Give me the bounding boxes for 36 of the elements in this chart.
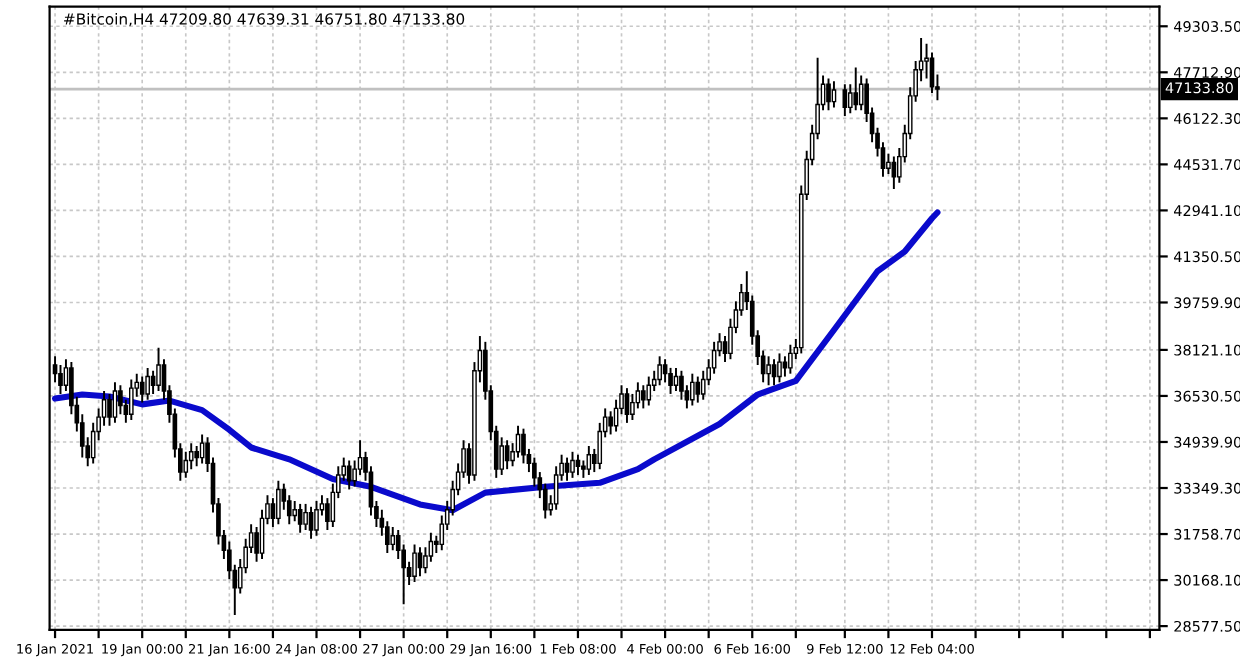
candlestick (690, 372, 695, 407)
candlestick (156, 346, 161, 393)
candlestick (58, 364, 63, 395)
candlestick (325, 497, 330, 531)
candlestick (107, 392, 112, 427)
candlestick (679, 369, 684, 401)
candlestick (788, 343, 793, 375)
candlestick (657, 355, 662, 387)
candlestick (777, 352, 782, 384)
candlestick (826, 77, 831, 112)
candlestick (118, 384, 123, 416)
candlestick (183, 450, 189, 479)
candlestick (412, 543, 417, 584)
candlestick (575, 453, 581, 476)
candlestick (521, 427, 526, 465)
candlestick (139, 375, 145, 404)
candlestick (646, 375, 652, 407)
candlestick (695, 375, 701, 404)
candlestick (276, 479, 281, 526)
candlestick (853, 66, 859, 112)
candlestick (640, 384, 646, 410)
candlestick (668, 366, 673, 395)
candlestick (314, 500, 319, 537)
candlestick (858, 74, 864, 112)
candlestick (145, 366, 150, 401)
candlestick (771, 358, 777, 387)
candlestick (303, 502, 308, 531)
candlestick (128, 378, 134, 421)
candlestick (390, 526, 396, 552)
candlestick (570, 450, 575, 479)
candlestick (831, 80, 837, 109)
line-series (51, 209, 941, 514)
candlestick (346, 459, 352, 491)
candlestick (499, 436, 505, 476)
candlestick (766, 355, 771, 387)
candlestick (188, 442, 194, 471)
